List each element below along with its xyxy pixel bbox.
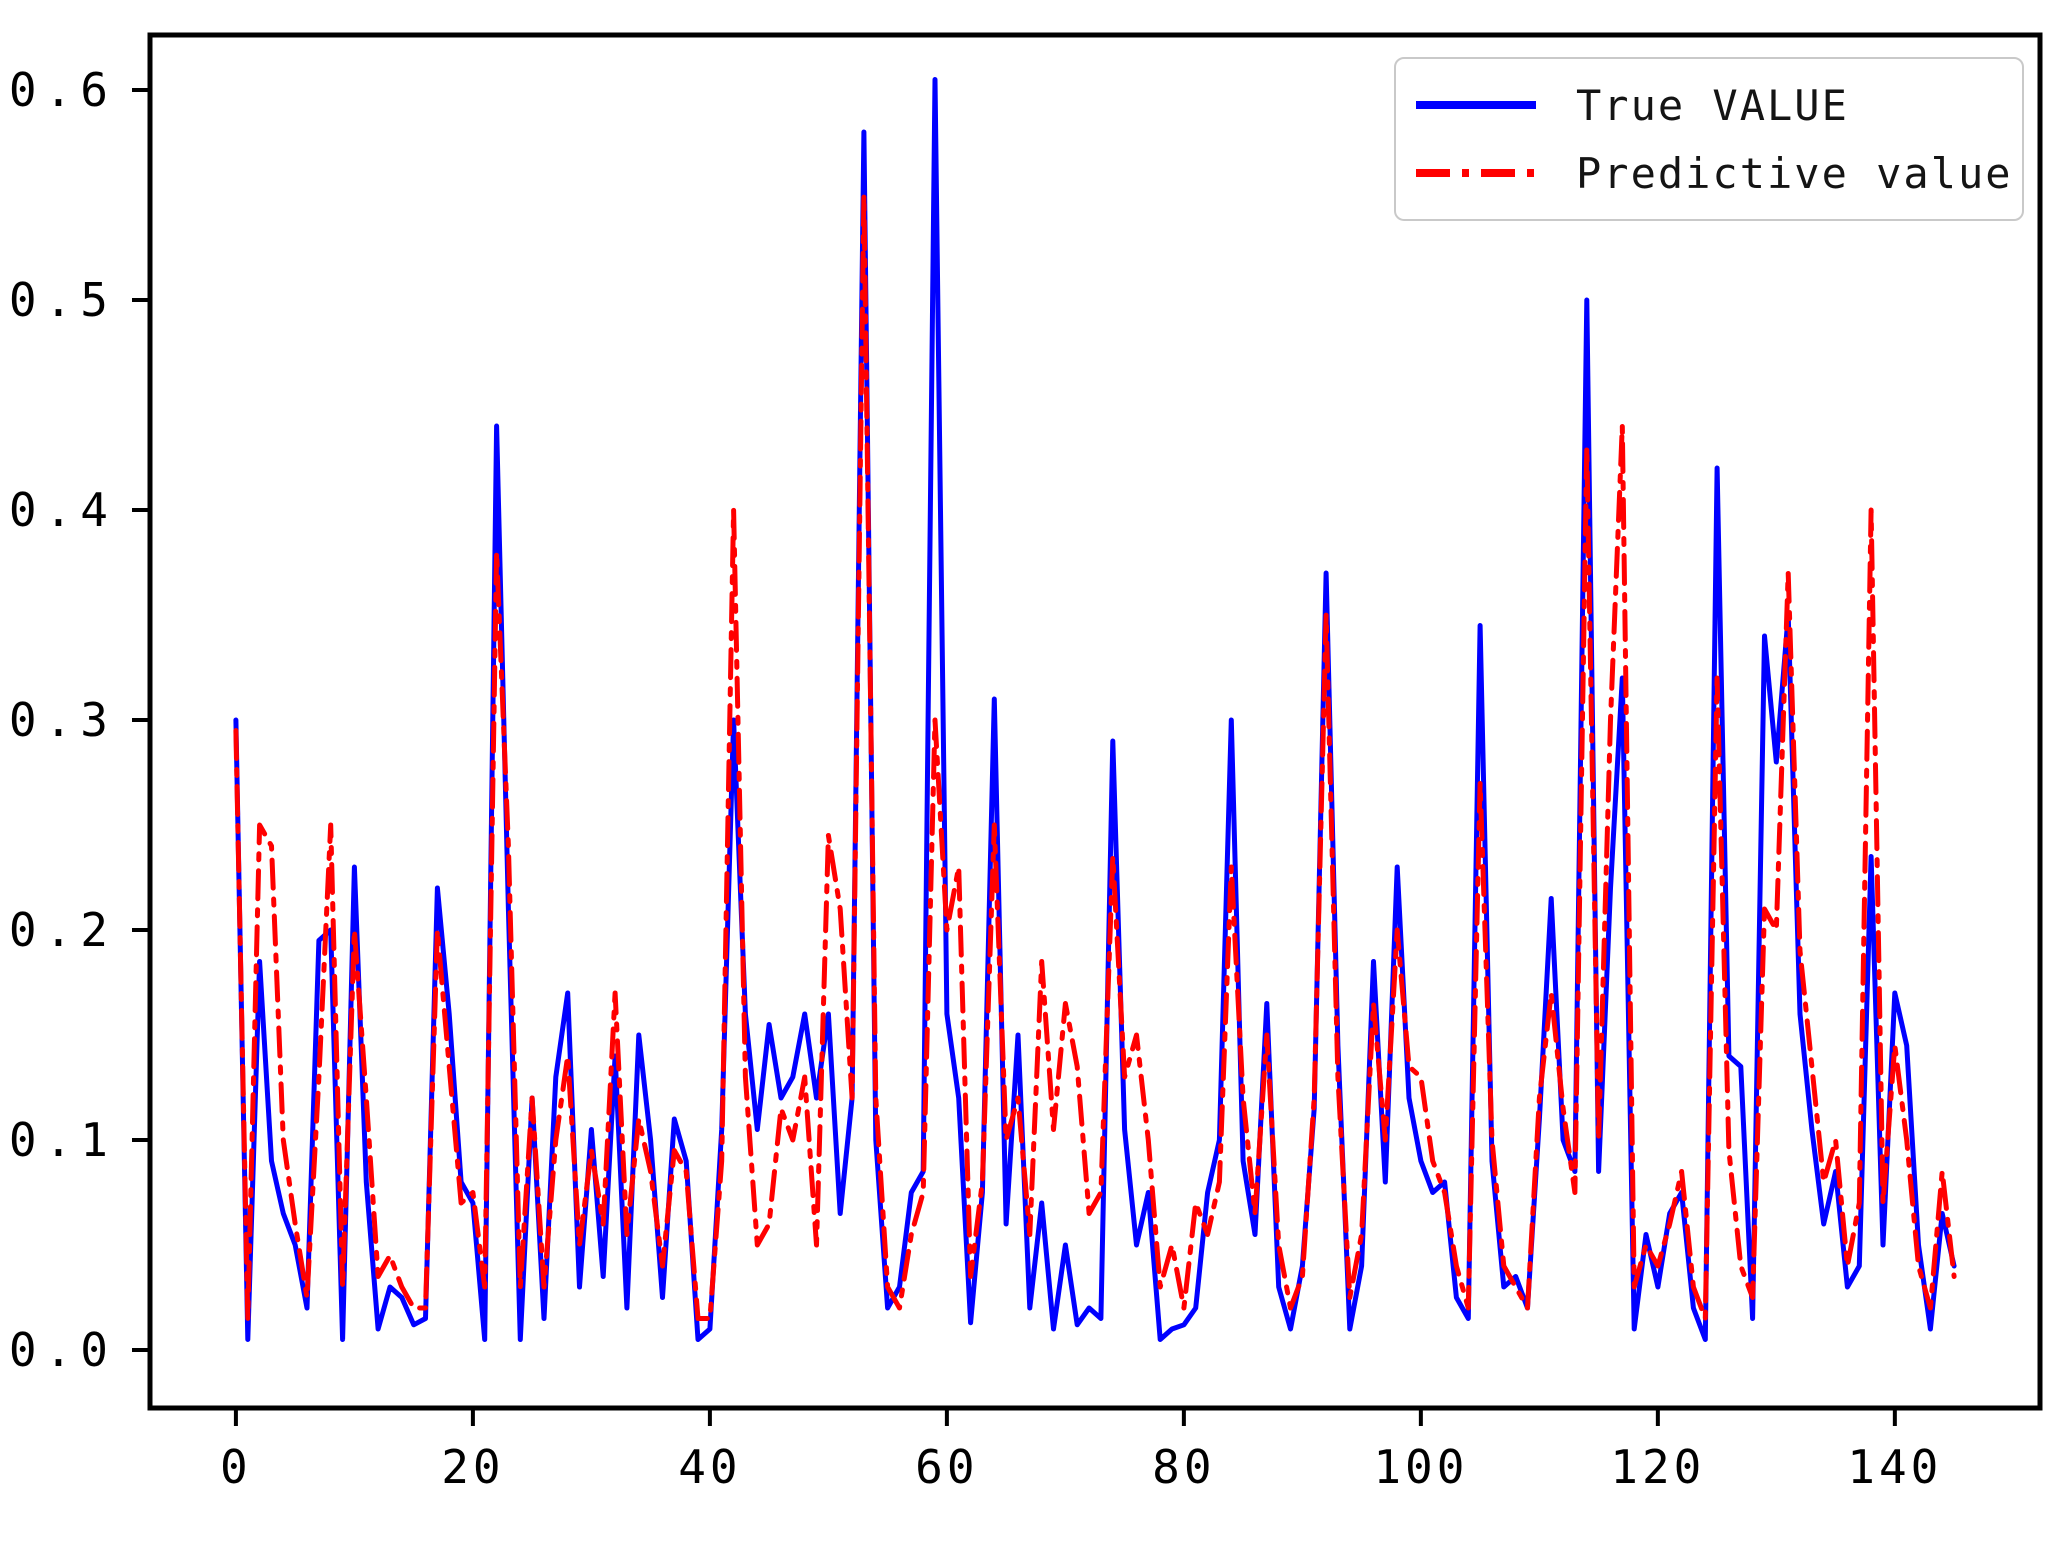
legend-entry-true-value: True VALUE [1414,72,2022,138]
plot-spines [147,32,2043,1411]
x-tick-label: 40 [678,1440,741,1494]
dashdot-line-icon [1416,169,1536,177]
x-tick-label: 20 [441,1440,504,1494]
legend-label-true-value: True VALUE [1576,80,1849,130]
y-tick-label: 0.3 [9,693,116,747]
x-tick-label: 140 [1847,1440,1942,1494]
y-tick-label: 0.4 [9,483,116,537]
solid-line-icon [1416,101,1536,109]
legend-label-predictive-value: Predictive value [1576,148,2013,198]
x-tick-label: 0 [220,1440,252,1494]
y-tick-label: 0.6 [9,63,116,117]
x-tick-label: 100 [1373,1440,1468,1494]
y-tick-label: 0.2 [9,903,116,957]
x-tick-label: 60 [915,1440,978,1494]
legend-line-true-value-sample [1414,100,1538,110]
y-tick-label: 0.0 [9,1323,116,1377]
legend-entry-predictive-value: Predictive value [1414,140,2022,206]
legend: True VALUE Predictive value [1394,57,2024,221]
series-line-1 [233,192,1957,1321]
y-tick-label: 0.1 [9,1113,116,1167]
x-tick-label: 80 [1152,1440,1215,1494]
y-tick-label: 0.5 [9,273,116,327]
legend-line-predictive-value-sample [1414,168,1538,178]
x-tick-label: 120 [1610,1440,1705,1494]
